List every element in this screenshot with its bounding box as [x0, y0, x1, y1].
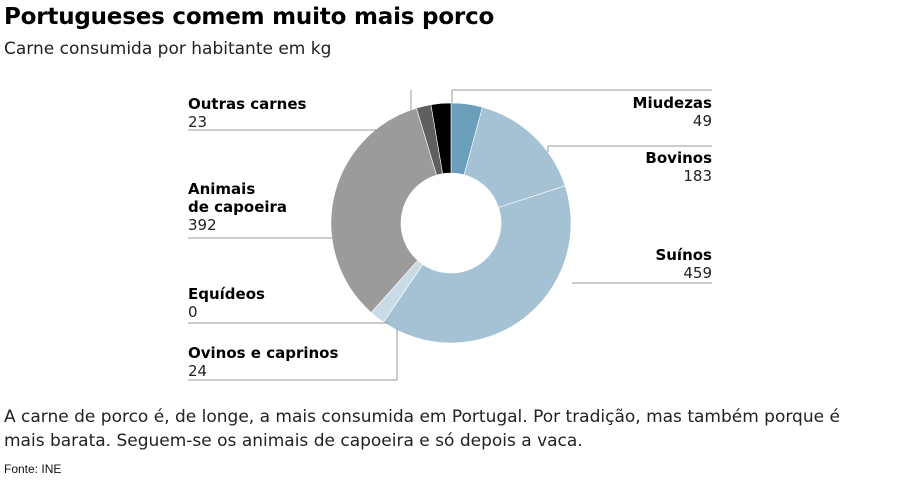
label-name: Outras carnes: [188, 95, 307, 113]
slice-unlabeled-7: [430, 102, 452, 175]
slice-suinos: [383, 185, 572, 344]
label-name: Ovinos e caprinos: [188, 344, 338, 362]
label-name: Equídeos: [188, 285, 265, 303]
chart-title: Portugueses comem muito mais porco: [4, 4, 495, 30]
chart-subtitle: Carne consumida por habitante em kg: [4, 39, 332, 59]
label-name: Suínos: [655, 246, 712, 264]
label-value: 459: [683, 264, 712, 282]
slice-bovinos: [463, 106, 566, 208]
label-value: 392: [188, 216, 217, 234]
label-name: de capoeira: [188, 198, 287, 216]
slice-animais-de-capoeira: [330, 107, 437, 314]
label-value: 23: [188, 113, 207, 131]
label-value: 24: [188, 362, 207, 380]
source-label: Fonte: INE: [4, 462, 62, 476]
label-name: Animais: [188, 180, 255, 198]
label-name: Bovinos: [645, 149, 712, 167]
label-name: Miudezas: [633, 94, 713, 112]
label-value: 0: [188, 303, 198, 321]
label-value: 49: [693, 112, 712, 130]
label-value: 183: [683, 167, 712, 185]
chart-note: A carne de porco é, de longe, a mais con…: [4, 407, 840, 451]
